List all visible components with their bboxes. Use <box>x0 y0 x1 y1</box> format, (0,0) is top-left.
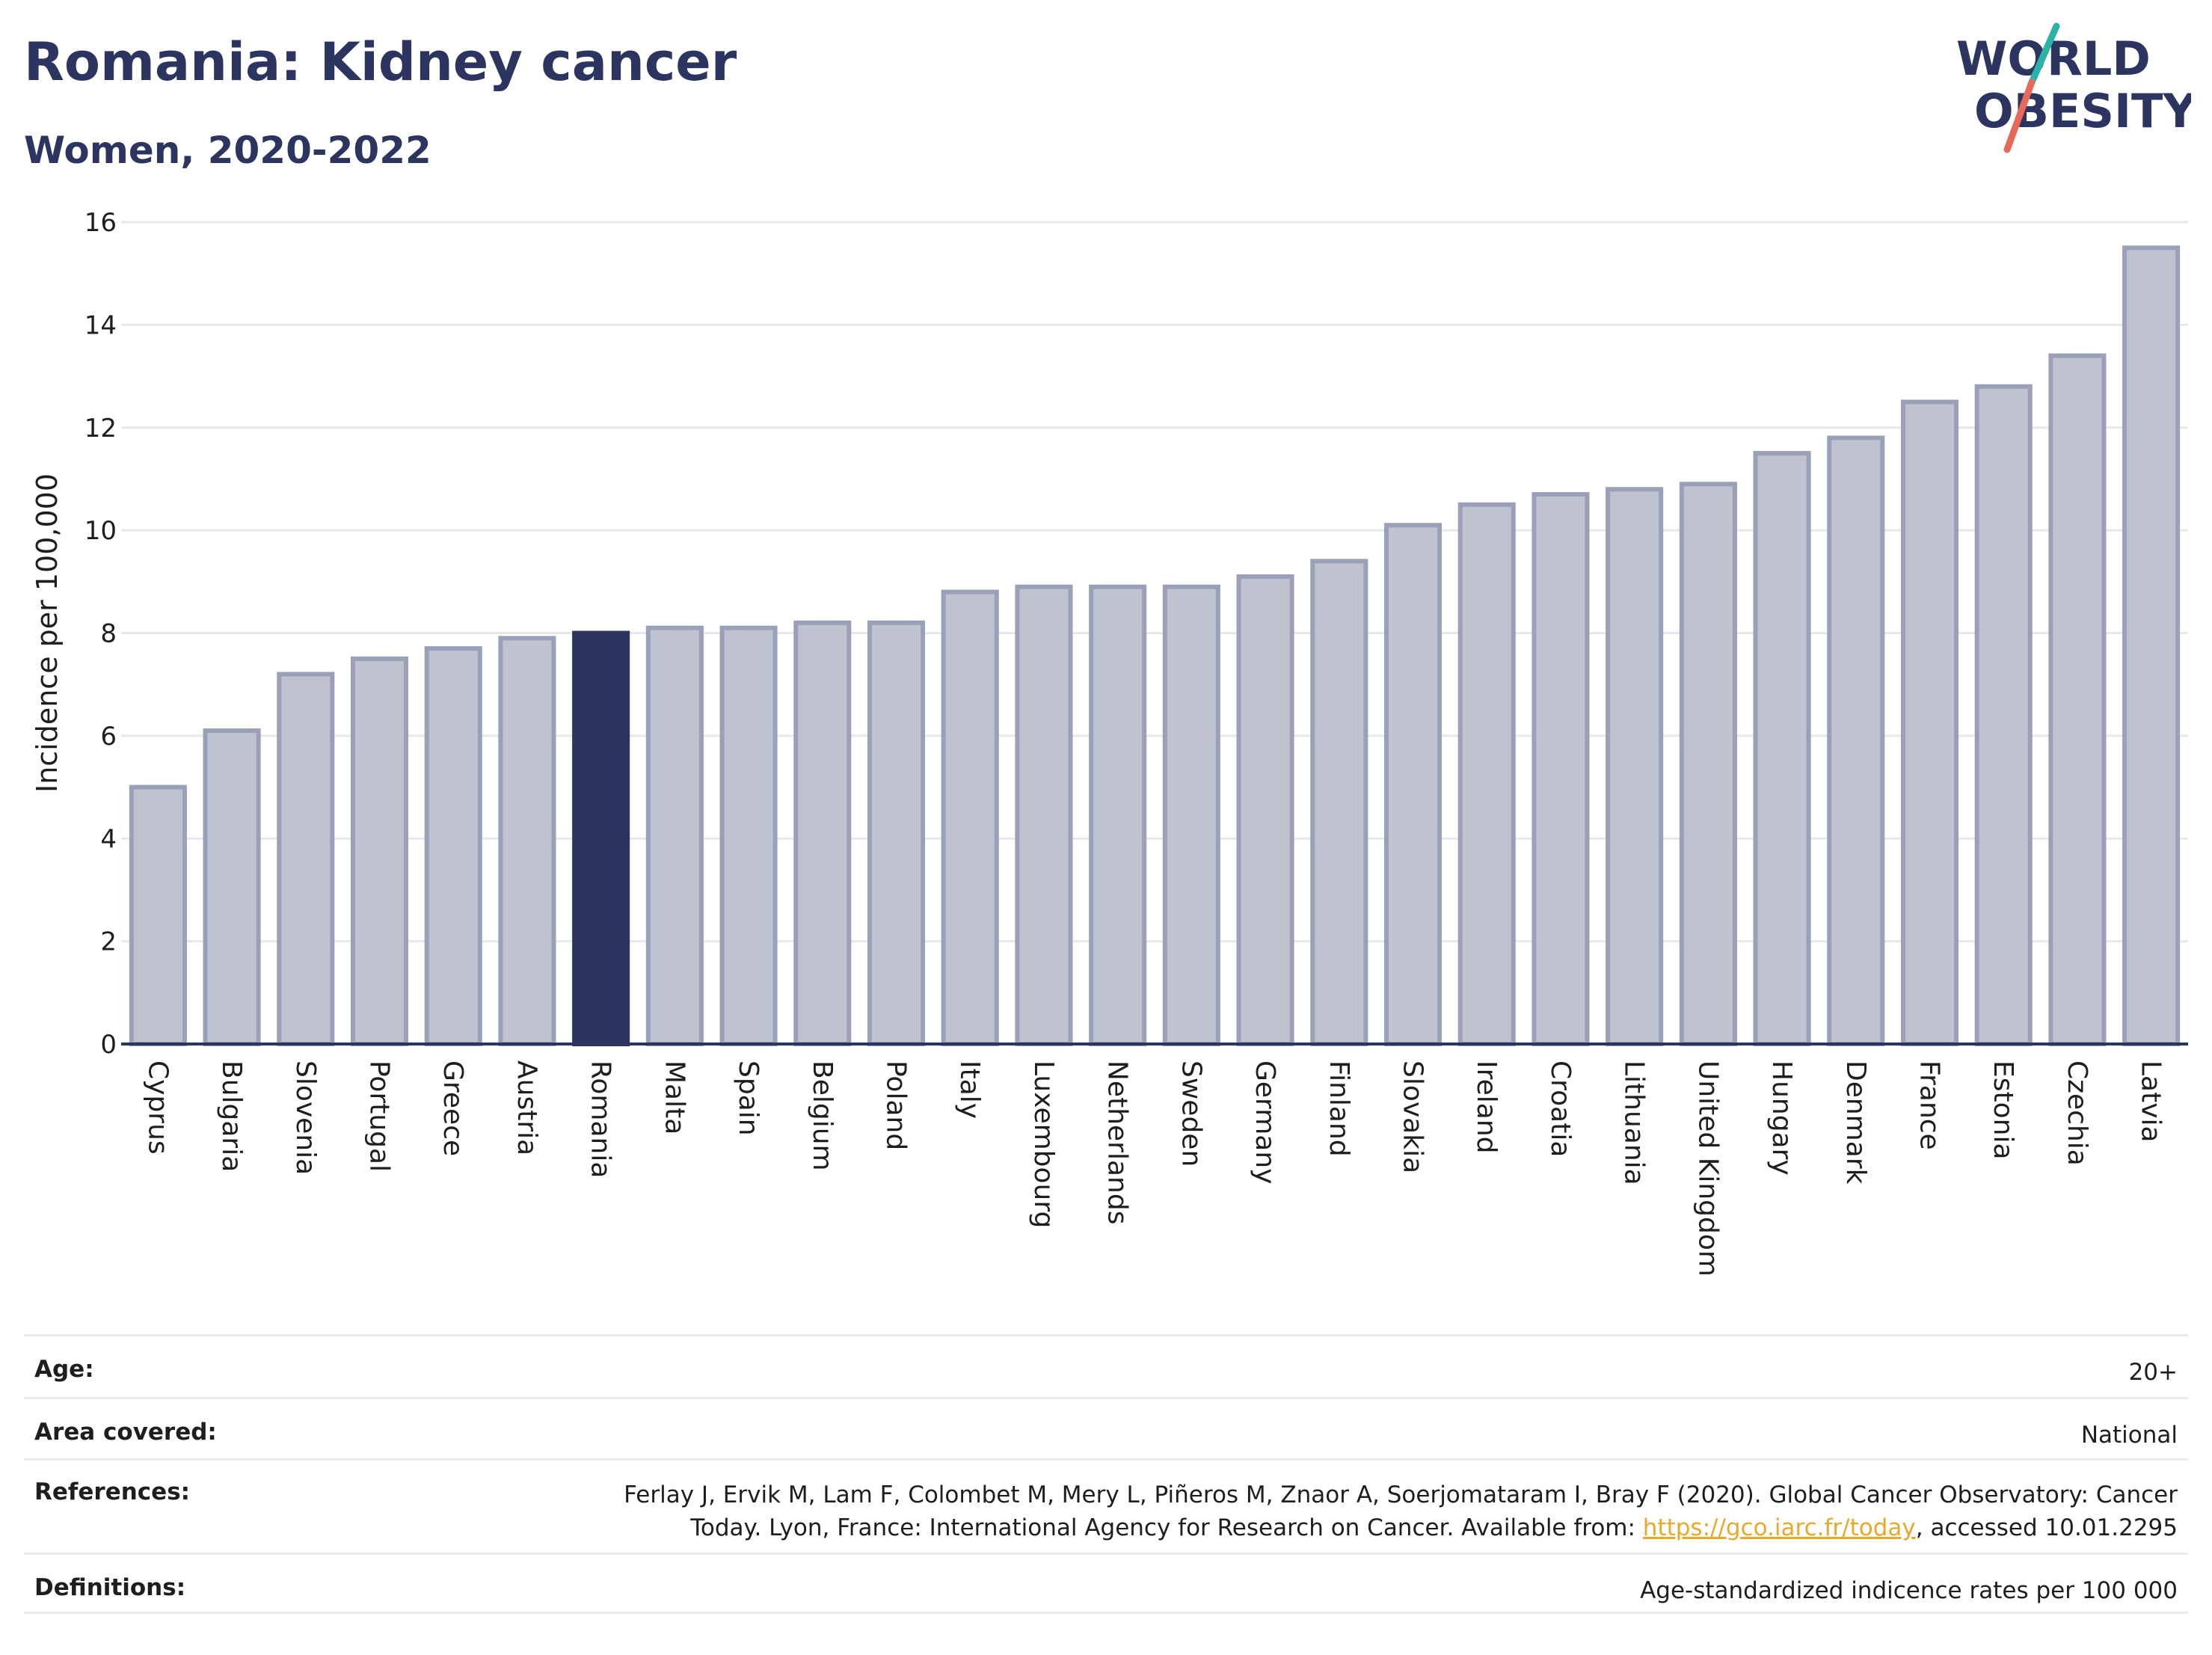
bar <box>1236 574 1294 1046</box>
x-tick-label: Ireland <box>1471 1060 1502 1154</box>
bar <box>498 636 556 1046</box>
area-value: National <box>2080 1422 2178 1449</box>
bar <box>1753 451 1811 1046</box>
bar <box>1900 399 1959 1046</box>
x-tick-label: Austria <box>511 1060 542 1155</box>
bar <box>1679 482 1737 1046</box>
bar <box>645 625 704 1046</box>
bar <box>1974 384 2033 1046</box>
x-tick-label: Luxembourg <box>1028 1060 1059 1228</box>
world-obesity-logo: WORLD OBESITY <box>1956 22 2191 153</box>
x-tick-label: Lithuania <box>1619 1060 1650 1185</box>
x-tick-label: France <box>1914 1060 1945 1150</box>
x-tick-label: Spain <box>733 1060 764 1136</box>
y-tick-label: 12 <box>85 414 117 443</box>
x-tick-label: Netherlands <box>1102 1060 1133 1224</box>
info-row-age: Age: 20+ <box>24 1334 2188 1397</box>
bar <box>1606 487 1664 1046</box>
x-tick-label: Slovenia <box>290 1060 321 1175</box>
definitions-value: Age-standardized indicence rates per 100… <box>1640 1577 2178 1604</box>
references-text-2: Today. Lyon, France: International Agenc… <box>690 1514 1643 1541</box>
x-tick-label: Belgium <box>807 1060 838 1171</box>
logo-slash-top <box>2028 22 2060 86</box>
bar <box>2048 353 2107 1046</box>
y-tick-label: 2 <box>100 927 117 957</box>
y-axis-label: Incidence per 100,000 <box>31 473 64 793</box>
x-tick-label: Latvia <box>2136 1060 2166 1143</box>
logo-line2: OBESITY <box>1974 84 2191 138</box>
bar <box>572 630 630 1046</box>
x-tick-label: Portugal <box>364 1060 395 1172</box>
bar <box>867 620 926 1046</box>
bar <box>350 656 409 1046</box>
bar <box>1089 584 1147 1046</box>
x-tick-label: Sweden <box>1176 1060 1206 1167</box>
x-tick-label: Estonia <box>1988 1060 2018 1160</box>
x-tick-label: Denmark <box>1840 1060 1871 1185</box>
bar <box>1827 435 1885 1046</box>
bar <box>1457 502 1516 1046</box>
x-tick-label: Croatia <box>1545 1060 1576 1157</box>
bar <box>941 589 999 1046</box>
info-row-definitions: Definitions: Age-standardized indicence … <box>24 1553 2188 1614</box>
bar <box>1015 584 1073 1046</box>
definitions-label: Definitions: <box>34 1574 186 1601</box>
bar <box>1310 559 1368 1046</box>
info-row-references: References: Ferlay J, Ervik M, Lam F, Co… <box>24 1458 2188 1553</box>
references-label: References: <box>34 1479 191 1505</box>
bar <box>129 784 187 1046</box>
x-tick-label: Malta <box>659 1060 689 1134</box>
bar <box>793 620 852 1046</box>
bar <box>2122 245 2181 1046</box>
y-tick-label: 4 <box>100 824 117 854</box>
x-tick-label: Bulgaria <box>216 1060 247 1172</box>
references-value: Ferlay J, Ervik M, Lam F, Colombet M, Me… <box>624 1479 2178 1544</box>
y-tick-label: 16 <box>85 208 117 238</box>
info-row-area: Area covered: National <box>24 1397 2188 1458</box>
area-label: Area covered: <box>34 1419 217 1446</box>
age-label: Age: <box>34 1356 94 1383</box>
bar-chart: 0 2 4 6 8 10 12 14 16 Incidence per 100,000 Cyprus… <box>31 208 2188 1277</box>
bar <box>719 625 778 1046</box>
bar <box>1162 584 1220 1046</box>
references-text-1: Ferlay J, Ervik M, Lam F, Colombet M, Me… <box>624 1481 2178 1508</box>
references-link[interactable]: https://gco.iarc.fr/today <box>1642 1514 1916 1541</box>
y-tick-label: 10 <box>85 516 117 546</box>
y-tick-label: 0 <box>100 1030 117 1060</box>
y-tick-label: 14 <box>85 310 117 340</box>
y-tick-label: 6 <box>100 722 117 752</box>
x-tick-label: Italy <box>954 1060 985 1119</box>
bar <box>1383 523 1443 1046</box>
x-tick-label: Hungary <box>1766 1060 1797 1176</box>
x-tick-label: Finland <box>1324 1060 1354 1157</box>
page-subtitle: Women, 2020-2022 <box>24 129 431 172</box>
y-tick-label: 8 <box>100 619 117 649</box>
bar <box>203 728 261 1046</box>
bar <box>277 672 335 1046</box>
x-tick-label: Germany <box>1250 1060 1280 1184</box>
bar <box>424 646 482 1046</box>
x-tick-label: Poland <box>881 1060 912 1150</box>
x-tick-label: Greece <box>437 1060 468 1156</box>
references-text-3: , accessed 10.01.2295 <box>1915 1514 2178 1541</box>
logo-slash-bottom <box>2003 79 2036 153</box>
x-tick-label: United Kingdom <box>1692 1060 1723 1277</box>
page-title: Romania: Kidney cancer <box>24 31 737 93</box>
bar <box>1531 492 1590 1046</box>
x-tick-label: Cyprus <box>142 1060 173 1155</box>
x-tick-label: Slovakia <box>1398 1060 1428 1173</box>
x-tick-label: Czechia <box>2062 1060 2092 1166</box>
info-table: Age: 20+ Area covered: National Referenc… <box>24 1334 2188 1614</box>
age-value: 20+ <box>2128 1359 2178 1386</box>
x-tick-label: Romania <box>586 1060 616 1178</box>
